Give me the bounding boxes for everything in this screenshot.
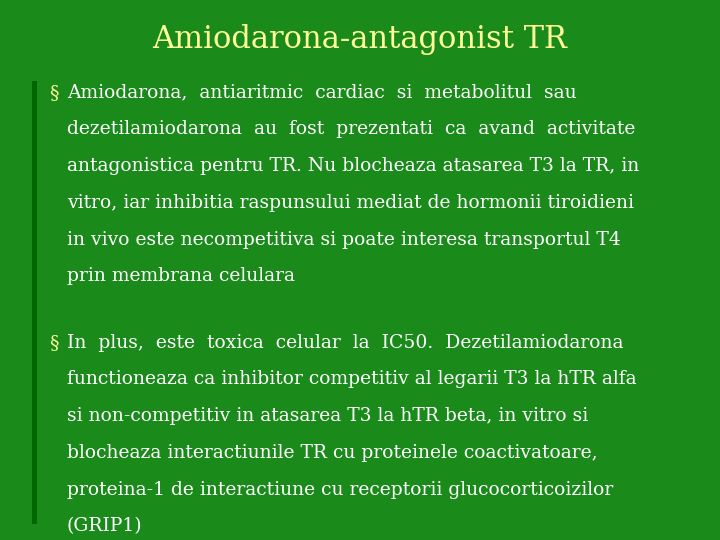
Text: si non-competitiv in atasarea T3 la hTR beta, in vitro si: si non-competitiv in atasarea T3 la hTR … bbox=[67, 407, 588, 425]
Text: proteina-1 de interactiune cu receptorii glucocorticoizilor: proteina-1 de interactiune cu receptorii… bbox=[67, 481, 613, 498]
Text: prin membrana celulara: prin membrana celulara bbox=[67, 267, 295, 285]
Text: (GRIP1): (GRIP1) bbox=[67, 517, 143, 535]
Text: dezetilamiodarona  au  fost  prezentati  ca  avand  activitate: dezetilamiodarona au fost prezentati ca … bbox=[67, 120, 635, 138]
Text: §: § bbox=[49, 334, 58, 352]
Text: §: § bbox=[49, 84, 58, 102]
Text: blocheaza interactiunile TR cu proteinele coactivatoare,: blocheaza interactiunile TR cu proteinel… bbox=[67, 444, 598, 462]
Text: functioneaza ca inhibitor competitiv al legarii T3 la hTR alfa: functioneaza ca inhibitor competitiv al … bbox=[67, 370, 636, 388]
Text: antagonistica pentru TR. Nu blocheaza atasarea T3 la TR, in: antagonistica pentru TR. Nu blocheaza at… bbox=[67, 157, 639, 175]
Text: In  plus,  este  toxica  celular  la  IC50.  Dezetilamiodarona: In plus, este toxica celular la IC50. De… bbox=[67, 334, 624, 352]
Text: in vivo este necompetitiva si poate interesa transportul T4: in vivo este necompetitiva si poate inte… bbox=[67, 231, 621, 248]
Text: Amiodarona-antagonist TR: Amiodarona-antagonist TR bbox=[153, 24, 567, 55]
FancyBboxPatch shape bbox=[32, 81, 37, 524]
Text: vitro, iar inhibitia raspunsului mediat de hormonii tiroidieni: vitro, iar inhibitia raspunsului mediat … bbox=[67, 194, 634, 212]
Text: Amiodarona,  antiaritmic  cardiac  si  metabolitul  sau: Amiodarona, antiaritmic cardiac si metab… bbox=[67, 84, 577, 102]
